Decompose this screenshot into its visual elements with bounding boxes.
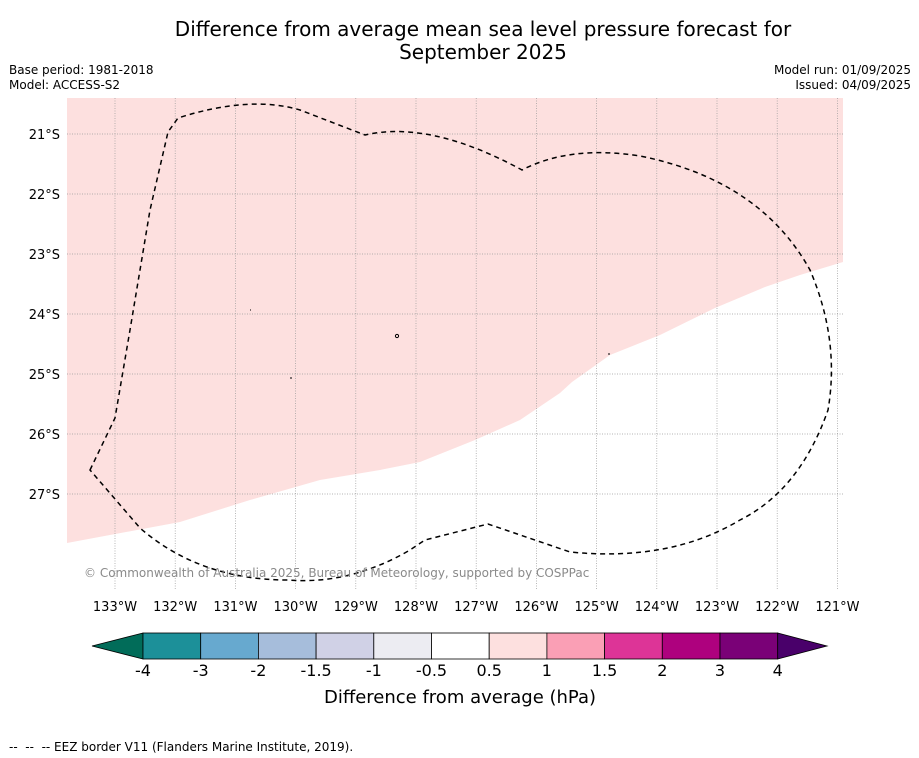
island-marks [250,309,610,379]
colorbar [91,632,829,660]
colorbar-tick-label: -1 [366,661,382,680]
island-mark [394,333,400,339]
latitude-label: 23°S [29,248,60,263]
footer-note: -- -- -- EEZ border V11 (Flanders Marine… [9,740,354,754]
colorbar-tick-label: 3 [715,661,725,680]
latitude-label: 21°S [29,128,60,143]
latitude-label: 27°S [29,488,60,503]
longitude-label: 125°W [575,600,619,615]
colorbar-segment [604,632,663,660]
longitude-labels: 133°W 132°W 131°W 130°W 129°W 128°W 127°W 126°W… [93,600,860,615]
longitude-label: 127°W [454,600,498,615]
eez-border [89,103,833,582]
latitude-label: 26°S [29,428,60,443]
meta-left: Base period: 1981-2018 Model: ACCESS-S2 [9,63,154,93]
model-name: Model: ACCESS-S2 [9,78,121,92]
colorbar-tick-label: 1 [542,661,552,680]
base-period: Base period: 1981-2018 [9,63,154,77]
longitude-label: 123°W [695,600,739,615]
colorbar-tick-label: 2 [657,661,667,680]
colorbar-segment [315,632,375,660]
title-line-1: Difference from average mean sea level p… [174,17,792,41]
longitude-label: 121°W [815,600,859,615]
graticule [67,98,843,590]
latitude-label: 24°S [29,308,60,323]
colorbar-tick-labels: -4 -3 -2 -1.5 -1 -0.5 0.5 1 1.5 2 3 4 [135,661,783,680]
colorbar-tick-label: -0.5 [416,661,447,680]
colorbar-segment [488,632,548,660]
latitude-label: 22°S [29,188,60,203]
colorbar-label: Difference from average (hPa) [324,687,596,708]
model-run: Model run: 01/09/2025 [773,63,911,77]
colorbar-tick-label: -2 [250,661,266,680]
colorbar-tick-label: 1.5 [592,661,617,680]
latitude-label: 25°S [29,368,60,383]
longitude-label: 130°W [274,600,318,615]
colorbar-tick-label: -1.5 [300,661,331,680]
colorbar-tick-label: -3 [193,661,209,680]
longitude-label: 132°W [153,600,197,615]
longitude-label: 122°W [755,600,799,615]
colorbar-segment [200,632,259,660]
title-line-2: September 2025 [399,40,567,64]
colorbar-tick-label: -4 [135,661,151,680]
colorbar-tick-label: 0.5 [476,661,501,680]
longitude-label: 124°W [635,600,679,615]
longitude-label: 129°W [334,600,378,615]
colorbar-extend-low [91,632,144,660]
issued-date: Issued: 04/09/2025 [795,78,911,92]
colorbar-segment [257,632,317,660]
colorbar-segment [546,632,606,660]
colorbar-segment [373,632,432,660]
colorbar-extend-high [777,632,829,660]
meta-right: Model run: 01/09/2025 Issued: 04/09/2025 [774,63,911,93]
copyright-notice: © Commonwealth of Australia 2025, Bureau… [84,566,589,580]
colorbar-segment [719,632,779,660]
colorbar-tick-label: 4 [773,661,783,680]
colorbar-segment [431,632,490,660]
longitude-label: 133°W [93,600,137,615]
colorbar-segment [142,632,202,660]
longitude-label: 131°W [213,600,257,615]
chart-title: Difference from average mean sea level p… [0,18,919,64]
latitude-labels: 21°S 22°S 23°S 24°S 25°S 26°S 27°S [29,128,60,503]
colorbar-segment [661,632,721,660]
longitude-label: 126°W [514,600,558,615]
pressure-anomaly-area [67,98,843,543]
longitude-label: 128°W [394,600,438,615]
